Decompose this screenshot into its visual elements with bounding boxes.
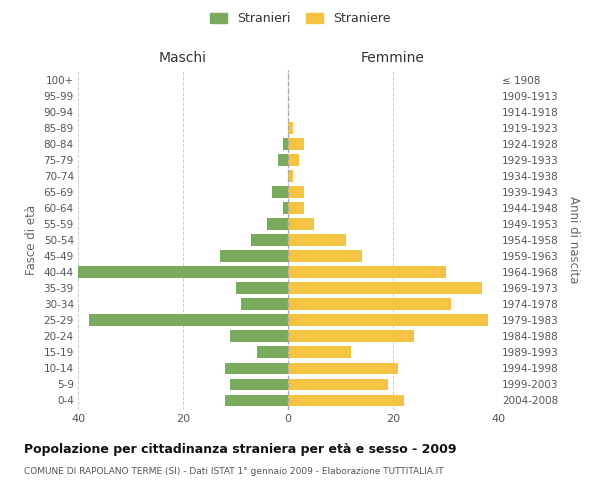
Bar: [272, 186, 288, 198]
Text: Femmine: Femmine: [361, 51, 425, 65]
Bar: [225, 362, 288, 374]
Bar: [267, 218, 288, 230]
Bar: [288, 362, 398, 374]
Bar: [288, 266, 445, 278]
Bar: [288, 378, 388, 390]
Bar: [230, 330, 288, 342]
Bar: [283, 138, 288, 149]
Bar: [288, 154, 299, 166]
Bar: [241, 298, 288, 310]
Bar: [251, 234, 288, 246]
Text: Maschi: Maschi: [159, 51, 207, 65]
Bar: [288, 314, 487, 326]
Bar: [288, 122, 293, 134]
Bar: [257, 346, 288, 358]
Y-axis label: Fasce di età: Fasce di età: [25, 205, 38, 275]
Bar: [277, 154, 288, 166]
Bar: [288, 298, 451, 310]
Bar: [88, 314, 288, 326]
Bar: [288, 138, 304, 149]
Bar: [288, 218, 314, 230]
Bar: [283, 202, 288, 213]
Bar: [288, 346, 351, 358]
Bar: [288, 170, 293, 181]
Bar: [288, 330, 414, 342]
Bar: [288, 282, 482, 294]
Bar: [230, 378, 288, 390]
Bar: [288, 394, 404, 406]
Bar: [220, 250, 288, 262]
Bar: [288, 234, 346, 246]
Bar: [288, 250, 361, 262]
Legend: Stranieri, Straniere: Stranieri, Straniere: [206, 8, 394, 29]
Y-axis label: Anni di nascita: Anni di nascita: [567, 196, 580, 284]
Bar: [235, 282, 288, 294]
Text: Popolazione per cittadinanza straniera per età e sesso - 2009: Popolazione per cittadinanza straniera p…: [24, 442, 457, 456]
Bar: [288, 186, 304, 198]
Bar: [225, 394, 288, 406]
Bar: [288, 202, 304, 213]
Text: COMUNE DI RAPOLANO TERME (SI) - Dati ISTAT 1° gennaio 2009 - Elaborazione TUTTIT: COMUNE DI RAPOLANO TERME (SI) - Dati IST…: [24, 468, 443, 476]
Bar: [78, 266, 288, 278]
